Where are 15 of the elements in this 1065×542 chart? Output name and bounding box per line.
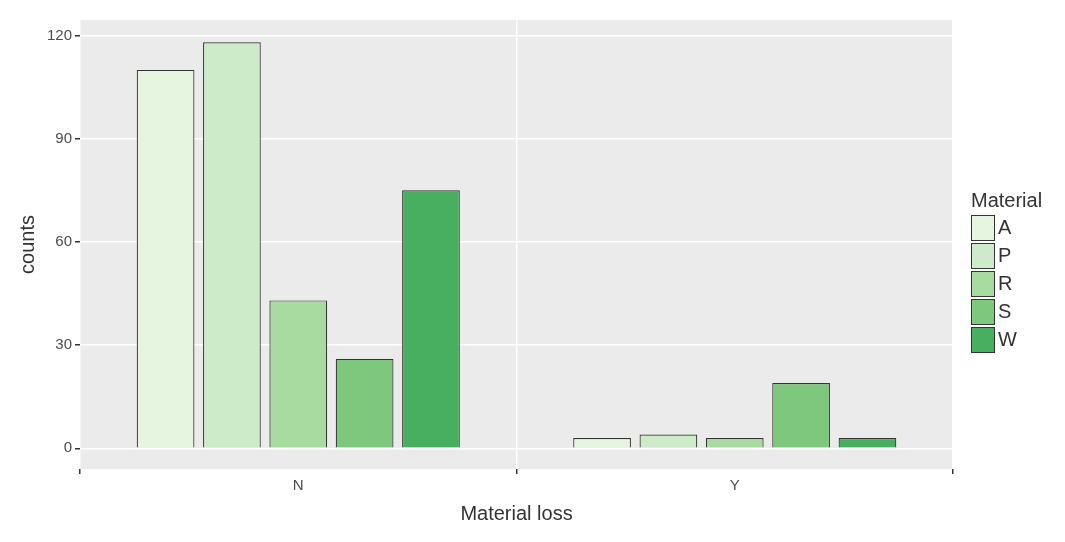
- legend-label: A: [998, 216, 1012, 239]
- x-tick-label: N: [292, 476, 304, 494]
- y-tick-label: 60: [55, 232, 73, 250]
- legend-title: Material: [971, 188, 1043, 212]
- y-tick-label: 90: [55, 128, 73, 146]
- y-tick-label: 30: [55, 335, 73, 353]
- legend-label: R: [998, 272, 1013, 295]
- y-tick-label: 0: [63, 438, 73, 456]
- legend-label: P: [998, 244, 1012, 267]
- y-axis-title: counts: [15, 215, 38, 274]
- x-tick-label: Y: [729, 476, 740, 494]
- legend-label: W: [998, 328, 1017, 351]
- x-axis-title: Material loss: [460, 501, 573, 524]
- legend-label: S: [998, 300, 1012, 323]
- y-tick-label: 120: [47, 25, 73, 43]
